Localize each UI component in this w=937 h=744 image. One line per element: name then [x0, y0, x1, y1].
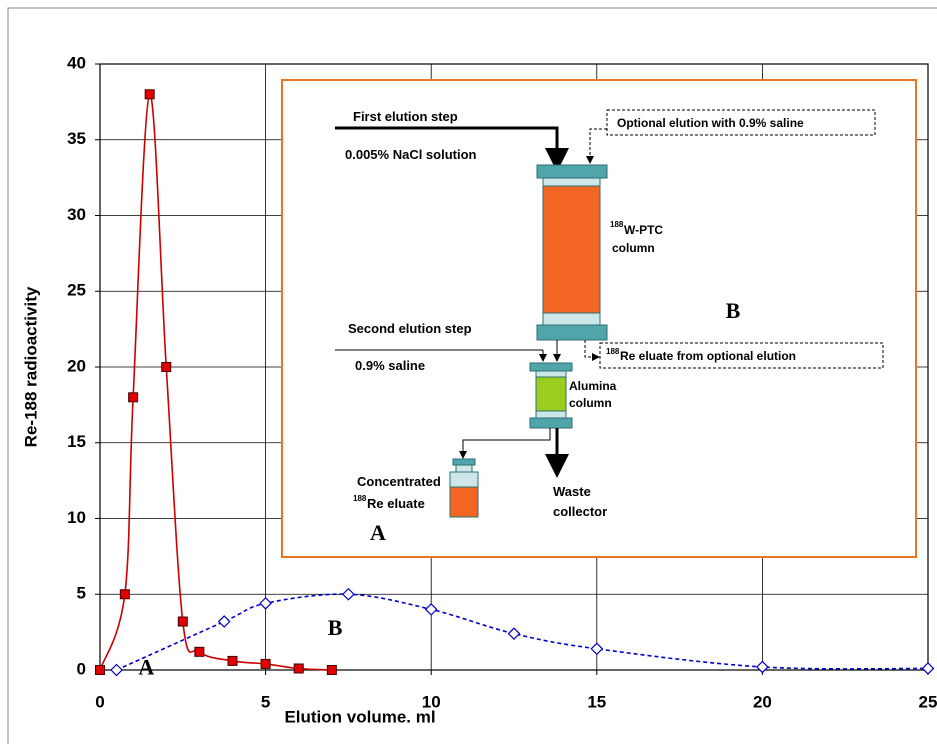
marker: [228, 656, 237, 665]
y-tick-label: 25: [67, 281, 86, 300]
marker: [343, 589, 354, 600]
inset-label: Alumina: [569, 379, 617, 393]
inset-label: Re eluate from optional elution: [620, 349, 796, 363]
vial-neck: [456, 465, 472, 472]
marker: [120, 590, 129, 599]
chart: Re-188 radioactivity Elution volume. ml …: [0, 0, 937, 744]
x-tick-label: 20: [753, 692, 772, 711]
x-tick-label: 5: [261, 692, 270, 711]
alumina-cap: [530, 418, 572, 428]
inset-label: Waste: [553, 484, 591, 499]
column-band: [543, 178, 600, 186]
y-tick-label: 35: [67, 129, 86, 148]
x-axis-label: Elution volume. ml: [284, 707, 435, 726]
inset-sup: 188: [606, 347, 620, 356]
column-cap: [537, 165, 607, 178]
y-tick-label: 30: [67, 205, 86, 224]
inset-label: Second elution step: [348, 321, 472, 336]
marker: [757, 661, 768, 672]
inset-label: First elution step: [353, 109, 458, 124]
alumina-band: [536, 411, 566, 418]
inset-sup: 188: [610, 220, 624, 229]
marker: [426, 604, 437, 615]
y-tick-label: 40: [67, 53, 86, 72]
marker: [261, 659, 270, 668]
inset-label: Concentrated: [357, 474, 441, 489]
column-cap: [537, 325, 607, 340]
inset-label: collector: [553, 504, 607, 519]
alumina-cap: [530, 363, 572, 371]
inset-label: Re eluate: [367, 496, 425, 511]
y-tick-label: 0: [77, 659, 86, 678]
y-tick-label: 20: [67, 356, 86, 375]
marker: [129, 393, 138, 402]
marker: [294, 664, 303, 673]
inset-diagram: First elution step 0.005% NaCl solution …: [282, 80, 916, 557]
x-tick-label: 0: [95, 692, 104, 711]
inset-label: 0.005% NaCl solution: [345, 147, 477, 162]
marker: [145, 90, 154, 99]
y-tick-label: 10: [67, 508, 86, 527]
y-axis-label: Re-188 radioactivity: [21, 286, 40, 447]
x-tick-label: 25: [919, 692, 937, 711]
vial-cap: [453, 459, 475, 465]
alumina-band: [536, 371, 566, 377]
marker: [111, 665, 122, 676]
x-tick-label: 15: [587, 692, 606, 711]
inset-letter: A: [370, 520, 386, 545]
inset-label: W-PTC: [624, 223, 663, 237]
inset-letter: B: [726, 298, 741, 323]
x-tick-label: 10: [422, 692, 441, 711]
marker: [96, 666, 105, 675]
inset-label: column: [569, 396, 612, 410]
vial-top: [450, 472, 478, 487]
column-band: [543, 313, 600, 325]
annotation: B: [328, 615, 343, 640]
annotation: A: [138, 655, 154, 680]
marker: [219, 616, 230, 627]
y-tick-label: 5: [77, 584, 86, 603]
marker: [260, 598, 271, 609]
series-line: [117, 594, 928, 670]
marker: [923, 663, 934, 674]
y-tick-label: 15: [67, 432, 86, 451]
vial-body: [450, 487, 478, 517]
marker: [162, 363, 171, 372]
inset-label: 0.9% saline: [355, 358, 425, 373]
marker: [509, 628, 520, 639]
marker: [327, 666, 336, 675]
inset-label: column: [612, 241, 655, 255]
inset-label: Optional elution with 0.9% saline: [617, 116, 804, 130]
alumina-body: [536, 377, 566, 411]
column-body: [543, 186, 600, 313]
marker: [195, 647, 204, 656]
marker: [178, 617, 187, 626]
marker: [591, 643, 602, 654]
inset-sup: 188: [353, 494, 367, 503]
